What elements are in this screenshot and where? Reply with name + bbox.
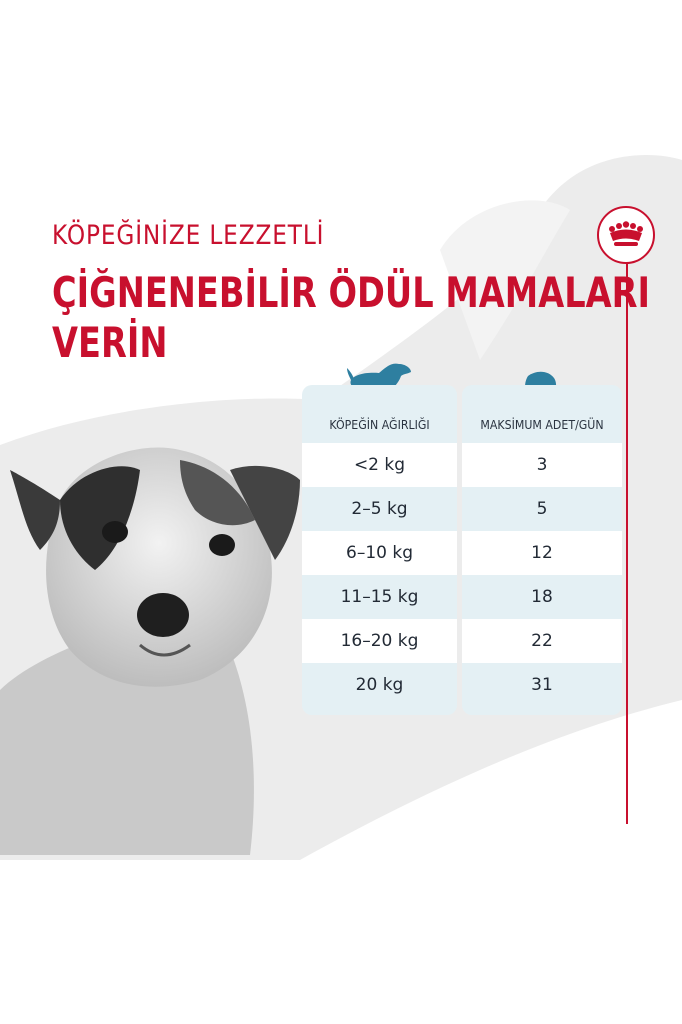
weight-cell: 6–10 kg — [346, 543, 413, 563]
headline-title-line2: VERİN — [52, 318, 168, 367]
amount-cell: 3 — [536, 455, 548, 475]
brand-logo — [597, 206, 655, 264]
amount-cell: 22 — [531, 631, 553, 651]
table-row: 11–15 kg 18 — [302, 575, 622, 619]
weight-cell: 20 kg — [355, 675, 404, 695]
table-row: 2–5 kg 5 — [302, 487, 622, 531]
weight-cell: <2 kg — [353, 455, 406, 475]
row-fill-weight — [302, 619, 457, 663]
weight-cell: 2–5 kg — [351, 499, 408, 519]
brand-line — [626, 262, 628, 824]
headline-title-line1: ÇİĞNENEBİLİR ÖDÜL MAMALARI — [52, 268, 650, 317]
table-row: 20 kg 31 — [302, 663, 622, 707]
weight-cell: 16–20 kg — [340, 631, 419, 651]
table-row: 6–10 kg 12 — [302, 531, 622, 575]
feeding-table: KÖPEĞİN AĞIRLIĞI MAKSİMUM ADET/GÜN <2 kg… — [302, 385, 622, 715]
dog-photo — [0, 447, 300, 855]
amount-cell: 5 — [536, 499, 548, 519]
row-fill-amount — [462, 531, 622, 575]
amount-column-header: MAKSİMUM ADET/GÜN — [480, 417, 604, 432]
table-row: <2 kg 3 — [302, 443, 622, 487]
weight-column-header: KÖPEĞİN AĞIRLIĞI — [329, 417, 430, 432]
weight-cell: 11–15 kg — [340, 587, 419, 607]
amount-cell: 18 — [531, 587, 553, 607]
amount-cell: 12 — [531, 543, 553, 563]
row-fill-amount — [462, 619, 622, 663]
amount-cell: 31 — [531, 675, 553, 695]
headline-subtitle: KÖPEĞİNİZE LEZZETLİ — [52, 220, 325, 251]
table-row: 16–20 kg 22 — [302, 619, 622, 663]
row-fill-weight — [302, 443, 457, 487]
row-fill-amount — [462, 443, 622, 487]
crown-icon — [609, 221, 643, 246]
headline-title: ÇİĞNENEBİLİR ÖDÜL MAMALARI VERİN — [52, 268, 650, 368]
row-fill-weight — [302, 531, 457, 575]
